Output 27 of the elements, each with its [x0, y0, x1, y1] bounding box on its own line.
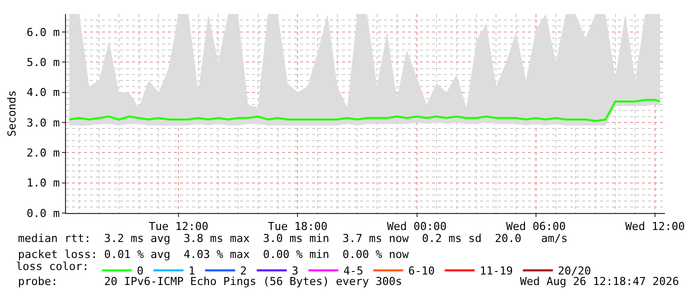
line-series [68, 98, 662, 122]
legend-label: 3 [292, 264, 298, 278]
x-tick-label: Wed 00:00 [386, 220, 447, 234]
text: packet loss: 0.01 % avg 4.03 % max 0.00 % min 0.00 % now [18, 248, 410, 261]
x-tick-label: Wed 12:00 [625, 220, 685, 234]
text: median rtt: 3.2 ms avg 3.8 ms max 3.0 ms min 3.7 ms now 0.2 ms sd 20.0 am/s [18, 232, 568, 245]
text: probe: 20 IPv6-ICMP Echo Pings (56 Bytes) every 300s [18, 275, 402, 288]
legend-label: 20/20 [558, 264, 591, 278]
y-tick-label: 1.0 m [26, 176, 60, 190]
x-tick-label: Wed 06:00 [506, 220, 566, 234]
legend-label: 0 [136, 264, 144, 278]
legend-label: 2 [240, 264, 247, 278]
legend-label: 6-10 [408, 264, 435, 278]
x-tick-label: Tue 12:00 [148, 220, 208, 234]
legend-label: 4-5 [343, 264, 364, 278]
y-tick-label: 5.0 m [26, 56, 60, 70]
legend-title: loss color: [16, 260, 89, 274]
legend-label: 11-19 [480, 264, 513, 278]
legend-label: 1 [188, 264, 196, 278]
text: Wed Aug 26 12:18:47 2026 [520, 275, 679, 288]
y-tick-label: 3.0 m [26, 116, 60, 130]
y-axis-title: Seconds [5, 90, 18, 137]
y-tick-label: 4.0 m [26, 86, 60, 100]
y-tick-label: 0.0 m [26, 206, 60, 220]
y-tick-label: 2.0 m [26, 146, 60, 160]
x-tick-label: Tue 18:00 [268, 220, 328, 234]
y-tick-label: 6.0 m [26, 26, 60, 39]
